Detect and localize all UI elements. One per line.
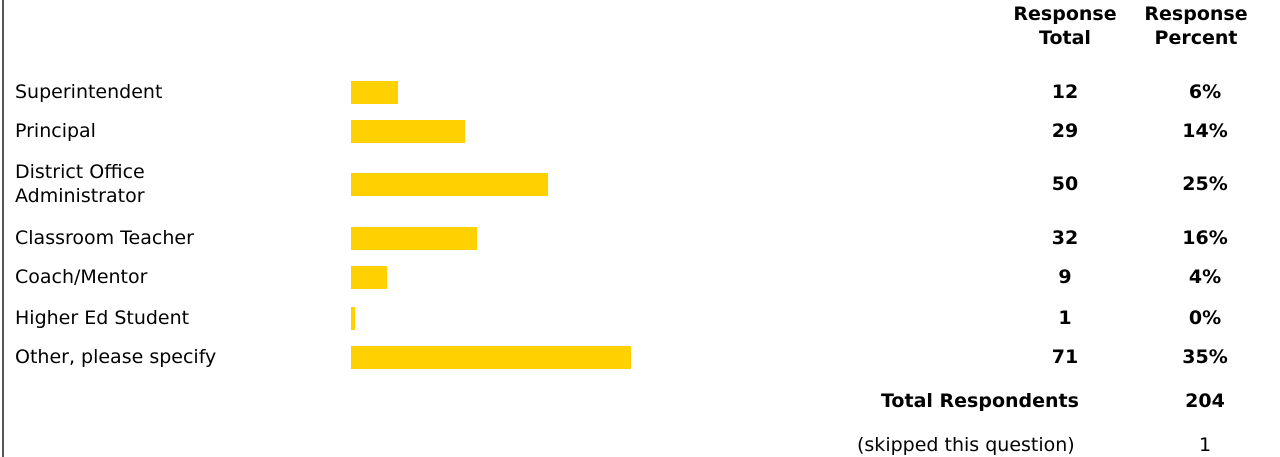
response-total-header-line2: Total: [1039, 27, 1091, 49]
response-percent-header: Response Percent: [1130, 2, 1262, 50]
row-label: Coach/Mentor: [15, 266, 148, 288]
skipped-question-label: (skipped this question): [857, 434, 1075, 456]
bar-district-office-administrator: [351, 172, 548, 196]
bar-classroom-teacher: [351, 226, 477, 250]
skipped-question-value: 1: [1198, 434, 1212, 456]
response-total-value: 1: [1058, 307, 1072, 329]
table-row: Superintendent 12 6%: [0, 80, 1280, 104]
response-percent-value: 16%: [1182, 227, 1228, 249]
row-label: Classroom Teacher: [15, 227, 194, 249]
total-respondents-label: Total Respondents: [881, 390, 1079, 412]
response-percent-header-line1: Response: [1144, 3, 1248, 25]
table-row: Coach/Mentor 9 4%: [0, 265, 1280, 289]
table-row: District Office Administrator 50 25%: [0, 161, 1280, 207]
bar-higher-ed-student: [351, 306, 355, 330]
row-label: Other, please specify: [15, 346, 217, 368]
table-row: Other, please specify 71 35%: [0, 345, 1280, 369]
table-row: Classroom Teacher 32 16%: [0, 226, 1280, 250]
total-respondents-value: 204: [1185, 390, 1225, 412]
response-total-header: Response Total: [1010, 2, 1120, 50]
response-total-value: 9: [1058, 266, 1072, 288]
response-total-value: 71: [1051, 346, 1079, 368]
response-percent-value: 6%: [1188, 81, 1222, 103]
bar-principal: [351, 119, 465, 143]
table-row: Principal 29 14%: [0, 119, 1280, 143]
bar-coach-mentor: [351, 265, 387, 289]
row-label: Superintendent: [15, 81, 163, 103]
table-row: Higher Ed Student 1 0%: [0, 306, 1280, 330]
response-percent-header-line2: Percent: [1154, 27, 1238, 49]
response-percent-value: 0%: [1188, 307, 1222, 329]
row-label: Higher Ed Student: [15, 307, 190, 329]
response-total-value: 32: [1051, 227, 1079, 249]
response-total-value: 29: [1051, 120, 1079, 142]
row-label-line1: District Office: [15, 161, 145, 183]
bar-other-please-specify: [351, 345, 631, 369]
response-percent-value: 4%: [1188, 266, 1222, 288]
bar-superintendent: [351, 80, 398, 104]
response-percent-value: 25%: [1182, 173, 1228, 195]
response-percent-value: 14%: [1182, 120, 1228, 142]
frame-left-border: [2, 0, 4, 457]
response-total-value: 12: [1051, 81, 1079, 103]
response-total-value: 50: [1051, 173, 1079, 195]
row-label: Principal: [15, 120, 96, 142]
row-label-line2: Administrator: [15, 185, 145, 207]
response-percent-value: 35%: [1182, 346, 1228, 368]
response-total-header-line1: Response: [1013, 3, 1117, 25]
